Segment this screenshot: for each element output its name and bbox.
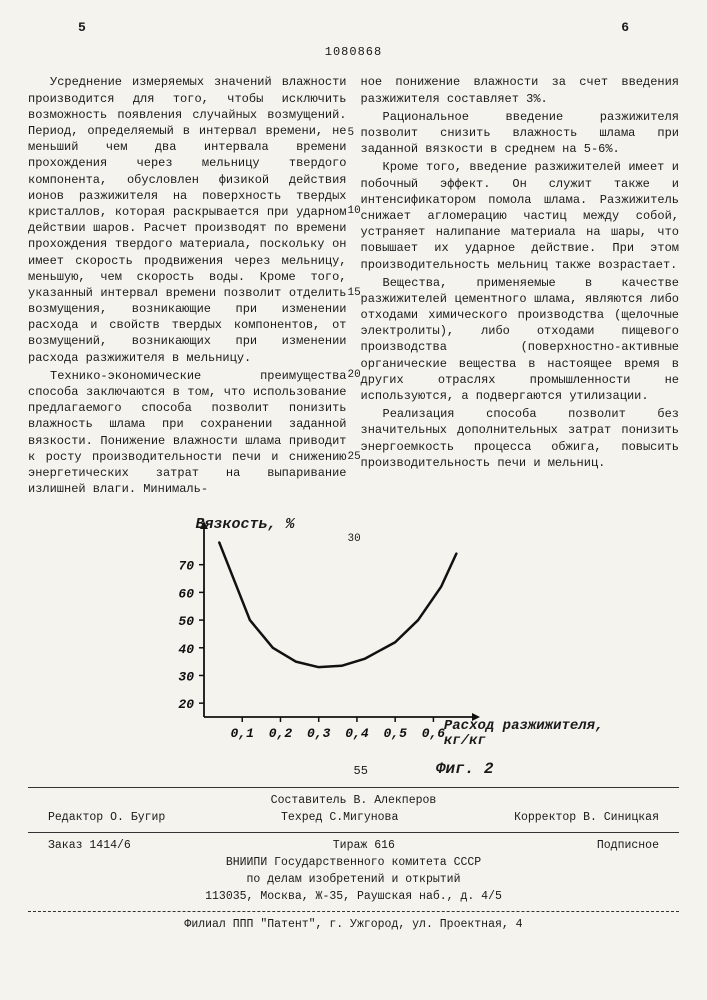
- svg-text:0,6: 0,6: [421, 726, 445, 741]
- page-num-right: 6: [621, 20, 629, 37]
- svg-text:50: 50: [178, 614, 194, 629]
- para-r4: Вещества, применяемые в качестве разжижи…: [361, 275, 680, 405]
- para-l2: Технико-экономические преимущества спосо…: [28, 368, 347, 498]
- chart-xlabel-line1: Расход разжижителя,: [444, 718, 604, 734]
- para-r5: Реализация способа позволит без значител…: [361, 406, 680, 471]
- svg-text:30: 30: [178, 670, 194, 685]
- footer-org1: ВНИИПИ Государственного комитета СССР: [28, 856, 679, 871]
- svg-text:0,2: 0,2: [268, 726, 292, 741]
- footer-branch: Филиал ППП "Патент", г. Ужгород, ул. Про…: [28, 918, 679, 933]
- svg-text:40: 40: [178, 642, 194, 657]
- footer-corrector: Корректор В. Синицкая: [514, 811, 659, 826]
- column-right: ное понижение влажности за счет введения…: [361, 74, 680, 499]
- footer-editor: Редактор О. Бугир: [48, 811, 165, 826]
- chart-caption: Фиг. 2: [436, 759, 494, 780]
- chart-mark-55: 55: [354, 764, 368, 780]
- svg-text:0,1: 0,1: [230, 726, 253, 741]
- footer-subscribe: Подписное: [597, 839, 659, 854]
- line-mark: 20: [348, 368, 361, 382]
- svg-text:60: 60: [178, 587, 194, 602]
- svg-text:20: 20: [178, 698, 194, 713]
- line-mark: 5: [348, 126, 355, 140]
- para-r3: Кроме того, введение разжижителей имеет …: [361, 159, 680, 272]
- column-left: Усреднение измеряемых значений влажности…: [28, 74, 347, 499]
- chart-xlabel-line2: кг/кг: [444, 733, 486, 749]
- line-mark: 15: [348, 286, 361, 300]
- para-r1: ное понижение влажности за счет введения…: [361, 74, 680, 106]
- svg-text:0,3: 0,3: [307, 726, 331, 741]
- footer-compiler: Составитель В. Алекперов: [28, 794, 679, 809]
- footer-tirazh: Тираж 616: [333, 839, 395, 854]
- footer-addr1: 113035, Москва, Ж-35, Раушская наб., д. …: [28, 890, 679, 905]
- footer-techred: Техред С.Мигунова: [281, 811, 398, 826]
- line-mark: 25: [348, 450, 361, 464]
- footer-org2: по делам изобретений и открытий: [28, 873, 679, 888]
- line-mark: 10: [348, 204, 361, 218]
- document-id: 1080868: [28, 45, 679, 61]
- page-num-left: 5: [78, 20, 86, 37]
- chart-ylabel: Вязкость, %: [196, 515, 295, 535]
- footer: Составитель В. Алекперов Редактор О. Буг…: [28, 787, 679, 933]
- svg-text:0,4: 0,4: [345, 726, 369, 741]
- para-r2: Рациональное введение разжижителя позвол…: [361, 109, 680, 158]
- svg-text:0,5: 0,5: [383, 726, 407, 741]
- chart-figure: Вязкость, % 20 30 40 50 60 70 0,1 0,2 0,3 0,4 0,5 0…: [124, 517, 584, 777]
- chart-xlabel: Расход разжижителя, кг/кг: [444, 719, 604, 750]
- para-l1: Усреднение измеряемых значений влажности…: [28, 74, 347, 365]
- svg-text:70: 70: [178, 559, 194, 574]
- footer-order: Заказ 1414/6: [48, 839, 131, 854]
